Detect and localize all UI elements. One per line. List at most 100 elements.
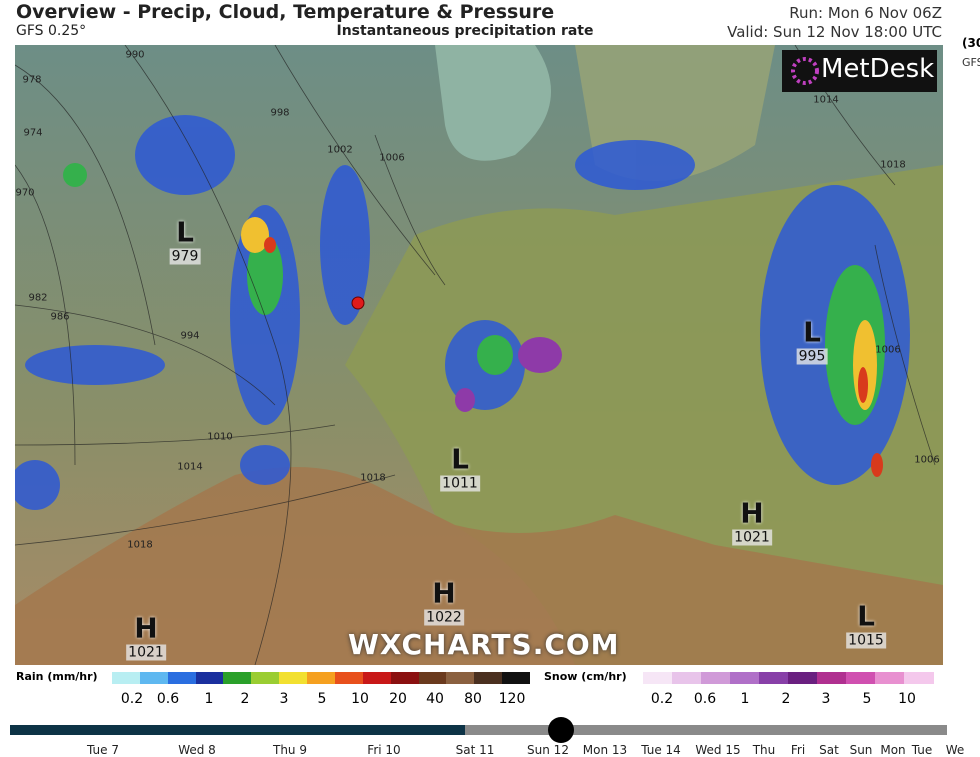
map	[15, 45, 943, 665]
pressure-kind: H	[432, 576, 456, 610]
rain-tick-label: 1	[204, 691, 214, 707]
logo: MetDesk	[821, 54, 935, 84]
snow-tick-label: 3	[821, 691, 831, 707]
isobar-label: 1006	[875, 344, 901, 356]
snow-scale-segment	[643, 672, 673, 684]
timeline-remaining	[465, 725, 947, 735]
timeline-label[interactable]: Sat 11	[455, 743, 495, 757]
timeline-label[interactable]: Mon	[880, 743, 906, 757]
isobar-label: 1014	[813, 94, 839, 106]
isobar-label: 1018	[880, 159, 906, 171]
snow-tick-label: 0.2	[650, 691, 674, 707]
pressure-center: L 1015	[846, 600, 886, 649]
isobar-label: 986	[50, 311, 70, 323]
rain-scale-segment	[418, 672, 447, 684]
pressure-value: 1021	[126, 644, 166, 661]
snow-tick-label: 5	[862, 691, 872, 707]
timeline-elapsed	[10, 725, 465, 735]
rain-scale-segment	[195, 672, 224, 684]
timeline-label[interactable]: Sat	[819, 743, 839, 757]
rain-scale-segment	[167, 672, 197, 684]
timeline-handle[interactable]	[548, 717, 574, 743]
snow-legend-label: Snow (cm/hr)	[544, 670, 627, 683]
timeline-label[interactable]: We	[945, 743, 965, 757]
rain-scale-segment	[502, 672, 531, 684]
isobar-label: 970	[15, 187, 35, 199]
timeline-label[interactable]: Fri 10	[367, 743, 401, 757]
location-marker	[351, 296, 365, 310]
pressure-value: 979	[169, 248, 201, 265]
rain-tick-label: 40	[426, 691, 444, 707]
rain-scale-segment	[474, 672, 503, 684]
rain-scale-segment	[334, 672, 364, 684]
isobar-label: 994	[180, 330, 200, 342]
rain-tick-label: 20	[389, 691, 407, 707]
timeline-label[interactable]: Wed 8	[178, 743, 216, 757]
snow-scale-segment	[730, 672, 760, 684]
snow-scale-segment	[701, 672, 731, 684]
rain-tick-label: 80	[464, 691, 482, 707]
snow-scale-segment	[904, 672, 934, 684]
snow-scale-segment	[759, 672, 789, 684]
rain-scale-segment	[446, 672, 475, 684]
rain-scale-segment	[362, 672, 392, 684]
rain-tick-label: 5	[317, 691, 327, 707]
isobar-label: 982	[28, 292, 48, 304]
pressure-value: 1015	[846, 632, 886, 649]
product: Instantaneous precipitation rate	[336, 23, 594, 39]
timeline-label[interactable]: Thu 9	[273, 743, 307, 757]
rain-scale-segment	[112, 672, 141, 684]
rain-tick-label: 2	[240, 691, 250, 707]
model: GFS 0.25°	[16, 23, 87, 39]
pressure-center: L 995	[796, 316, 828, 365]
rain-tick-label: 0.2	[120, 691, 144, 707]
rain-scale-segment	[279, 672, 308, 684]
pressure-center: L 1011	[440, 443, 480, 492]
timeline-label[interactable]: Mon 13	[582, 743, 628, 757]
isobar-label: 974	[23, 127, 43, 139]
timeline-label[interactable]: Tue	[911, 743, 933, 757]
timeline-label[interactable]: Wed 15	[695, 743, 741, 757]
isobar-label: 1018	[127, 539, 153, 551]
pressure-value: 995	[796, 348, 828, 365]
timeline-label[interactable]: Fri	[790, 743, 806, 757]
isobar-label: 990	[125, 49, 145, 61]
pressure-center: H 1022	[424, 577, 464, 626]
timeline-label[interactable]: Sun 12	[527, 743, 569, 757]
rain-scale-segment	[223, 672, 252, 684]
pressure-kind: L	[176, 215, 194, 249]
watermark: WXCHARTS.COM	[348, 628, 620, 661]
snow-scale-segment	[875, 672, 905, 684]
timeline-label[interactable]: Tue 7	[87, 743, 119, 757]
pressure-kind: H	[134, 611, 158, 645]
isobar-label: 1006	[379, 152, 405, 164]
isobar-label: 1002	[327, 144, 353, 156]
isobar-label: 978	[22, 74, 42, 86]
rain-scale-segment	[251, 672, 280, 684]
pressure-value: 1011	[440, 475, 480, 492]
snow-scale-segment	[817, 672, 847, 684]
timeline-label[interactable]: Thu	[752, 743, 776, 757]
pressure-center: L 979	[169, 215, 201, 265]
valid: Valid: Sun 12 Nov 18:00 UTC	[727, 23, 942, 41]
title: Overview - Precip, Cloud, Temperature & …	[16, 1, 555, 23]
rain-tick-label: 10	[351, 691, 369, 707]
snow-scale-segment	[846, 672, 876, 684]
pressure-center: H 1021	[126, 612, 166, 661]
side-panel-text: (30	[962, 36, 980, 50]
snow-tick-label: 1	[740, 691, 750, 707]
rain-tick-label: 3	[279, 691, 289, 707]
rain-tick-label: 120	[498, 691, 526, 707]
rain-legend-label: Rain (mm/hr)	[16, 670, 98, 683]
pressure-kind: L	[451, 442, 469, 476]
timeline-label[interactable]: Tue 14	[641, 743, 681, 757]
isobar-label: 1006	[914, 454, 940, 466]
timeline-label[interactable]: Sun	[849, 743, 873, 757]
pressure-center: H 1021	[732, 497, 772, 546]
isobar-label: 1014	[177, 461, 203, 473]
isobar-label: 1018	[360, 472, 386, 484]
snow-scale-segment	[788, 672, 818, 684]
snow-tick-label: 0.6	[693, 691, 717, 707]
snow-tick-label: 2	[781, 691, 791, 707]
